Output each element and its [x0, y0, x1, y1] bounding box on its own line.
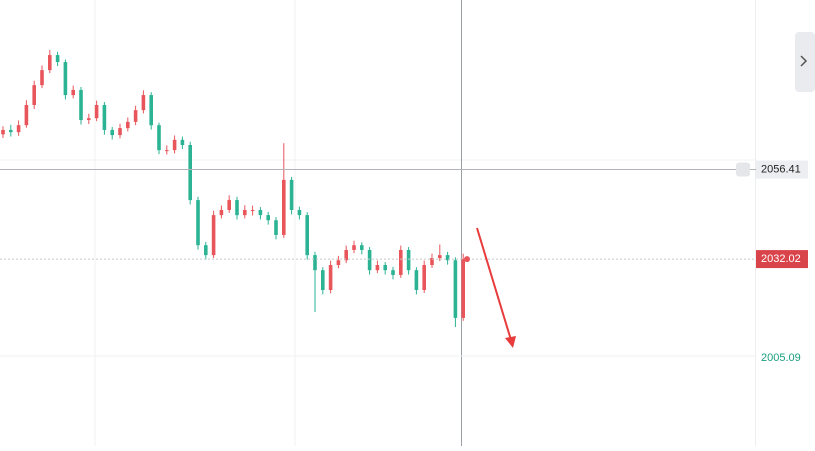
candle-body: [414, 270, 419, 290]
candle-body: [391, 270, 395, 275]
candle-body: [40, 70, 44, 86]
candle-body: [258, 209, 263, 216]
candle-body: [196, 200, 200, 246]
candle-body: [118, 128, 122, 136]
candle-body: [149, 95, 153, 126]
candle-body: [235, 200, 239, 216]
candle-body: [55, 55, 60, 63]
candle-body: [204, 245, 208, 256]
candle-body: [453, 260, 458, 318]
candle-body: [102, 104, 107, 130]
candle-body: [126, 121, 130, 129]
last-price-dot: [464, 256, 470, 263]
candle-body: [1, 129, 5, 135]
candle-body: [375, 265, 380, 271]
candle-body: [133, 110, 138, 122]
candle-body: [219, 209, 224, 216]
candle-body: [9, 129, 13, 133]
candle-body: [313, 255, 317, 271]
candle-body: [48, 55, 52, 71]
candle-body: [282, 179, 286, 235]
candle-body: [87, 118, 91, 121]
candle-body: [266, 215, 270, 221]
crosshair-label-bg: [756, 160, 808, 179]
candle-body: [227, 200, 231, 210]
candle-body: [360, 245, 364, 250]
candle-body: [399, 249, 403, 275]
candle-body: [430, 258, 434, 266]
candle-body: [63, 62, 68, 96]
candle-body: [305, 215, 309, 256]
candle-body: [352, 245, 356, 250]
candle-body: [172, 139, 177, 151]
candle-body: [71, 89, 75, 96]
candle-body: [16, 125, 21, 133]
candle-body: [461, 259, 465, 318]
crosshair-label: 2056.41: [761, 163, 801, 175]
candle-body: [321, 270, 325, 290]
candle-body: [188, 144, 192, 201]
candle-body: [422, 265, 426, 290]
candle-body: [110, 129, 114, 136]
candle-body: [289, 179, 294, 210]
candle-body: [383, 265, 387, 271]
candle-body: [141, 95, 146, 111]
candle-body: [180, 139, 185, 145]
candle-body: [243, 209, 247, 216]
candle-body: [328, 265, 333, 290]
candle-body: [274, 220, 278, 235]
last-price-label-bg: [756, 250, 808, 269]
candle-body: [438, 255, 442, 259]
last-price-label: 2032.02: [761, 253, 801, 265]
y-tick-label: 2005.09: [761, 352, 801, 364]
candle-body: [367, 249, 372, 271]
candle-body: [165, 150, 169, 152]
candle-body: [344, 249, 348, 261]
candle-body: [250, 209, 255, 211]
candle-body: [336, 260, 341, 266]
candle-body: [157, 125, 161, 151]
candle-body: [32, 85, 36, 105]
candle-body: [445, 255, 450, 261]
alert-icon: [736, 162, 750, 177]
candle-body: [94, 104, 99, 119]
annotation-arrow: [476, 227, 512, 341]
candle-body: [297, 209, 302, 216]
candle-body: [406, 249, 411, 271]
plot: 2005.09 2056.41 2032.02: [0, 49, 808, 364]
candle-body: [79, 89, 83, 121]
candle-body: [211, 215, 216, 256]
candle-body: [24, 104, 29, 126]
arrow-head: [505, 336, 516, 348]
chevron-icon: [800, 55, 808, 67]
